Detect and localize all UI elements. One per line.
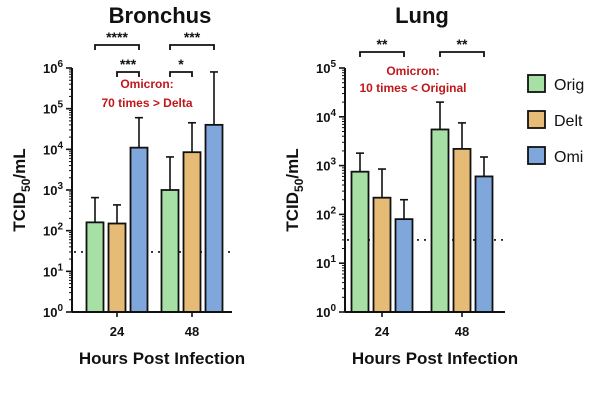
legend-label: Omi xyxy=(554,149,583,166)
y-axis-label-sub: 50 xyxy=(292,178,306,192)
chart-title: Lung xyxy=(395,3,449,28)
x-tick-label: 48 xyxy=(455,324,469,339)
y-tick-label: 100 xyxy=(43,303,63,320)
bar-delta xyxy=(452,147,472,313)
y-tick-label: 103 xyxy=(43,181,63,198)
y-axis-label-unit: /mL xyxy=(10,148,29,178)
legend-swatch xyxy=(527,146,546,165)
x-tick-label: 48 xyxy=(185,324,199,339)
y-tick-label: 102 xyxy=(43,222,63,239)
bar-original xyxy=(85,221,105,313)
significance-stars: * xyxy=(178,56,184,72)
significance-stars: **** xyxy=(106,29,128,45)
bar-delta xyxy=(372,196,392,313)
legend-label: Orig xyxy=(554,77,584,94)
y-tick-label: 101 xyxy=(316,254,336,271)
bar-omicron xyxy=(204,123,224,313)
y-tick-label: 101 xyxy=(43,262,63,279)
bar-omicron xyxy=(394,218,414,313)
bar-delta xyxy=(182,151,202,313)
y-axis-label-sub: 50 xyxy=(19,178,33,192)
significance-bracket xyxy=(359,51,405,57)
annotation-line-2: 70 times > Delta xyxy=(101,96,192,110)
y-axis-label-unit: /mL xyxy=(283,148,302,178)
annotation-line-1: Omicron: xyxy=(386,64,439,78)
y-axis-label: TCID50/mL xyxy=(10,148,33,231)
x-axis-label: Hours Post Infection xyxy=(352,349,518,368)
significance-bracket xyxy=(94,44,140,50)
bar-original xyxy=(160,189,180,313)
significance-stars: ** xyxy=(457,36,468,52)
x-tick-label: 24 xyxy=(375,324,390,339)
legend-label: Delt xyxy=(554,113,583,130)
chart-title: Bronchus xyxy=(109,3,212,28)
bar-omicron xyxy=(129,146,149,313)
significance-bracket xyxy=(439,51,485,57)
y-tick-label: 105 xyxy=(43,100,63,117)
y-tick-label: 106 xyxy=(43,59,63,76)
legend-swatch xyxy=(527,110,546,129)
significance-stars: *** xyxy=(184,29,201,45)
bar-original xyxy=(430,128,450,313)
significance-bracket xyxy=(169,44,215,50)
bar-original xyxy=(350,170,370,313)
significance-bracket xyxy=(169,71,193,77)
y-tick-label: 104 xyxy=(43,140,63,157)
y-axis-label: TCID50/mL xyxy=(283,148,306,231)
y-tick-label: 100 xyxy=(316,303,336,320)
x-axis-label: Hours Post Infection xyxy=(79,349,245,368)
annotation-line-1: Omicron: xyxy=(120,77,173,91)
y-tick-label: 102 xyxy=(316,205,336,222)
bar-omicron xyxy=(474,175,494,313)
significance-stars: *** xyxy=(120,56,137,72)
bar-delta xyxy=(107,222,127,313)
y-axis-label-main: TCID xyxy=(10,192,29,232)
x-tick-label: 24 xyxy=(110,324,125,339)
significance-bracket xyxy=(116,71,140,77)
annotation-line-2: 10 times < Original xyxy=(359,81,466,95)
legend-swatch xyxy=(527,74,546,93)
significance-stars: ** xyxy=(377,36,388,52)
y-tick-label: 105 xyxy=(316,59,336,76)
y-axis-label-main: TCID xyxy=(283,192,302,232)
y-tick-label: 104 xyxy=(316,108,336,125)
y-tick-label: 103 xyxy=(316,157,336,174)
